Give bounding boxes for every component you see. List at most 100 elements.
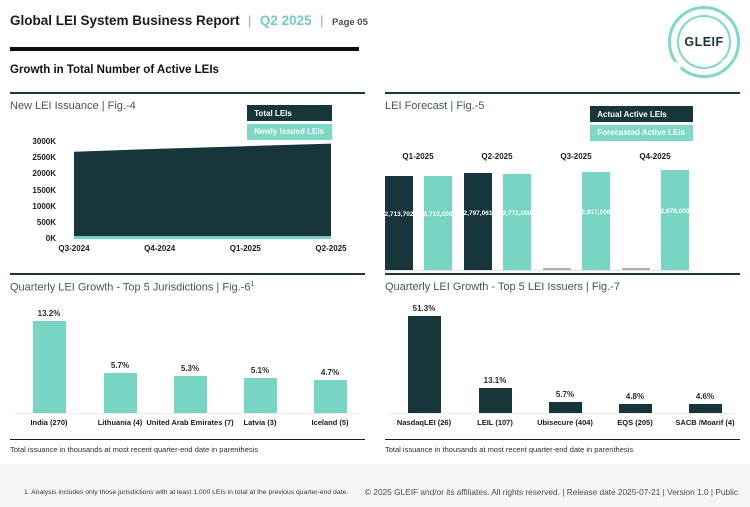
category-label: SACB /Moarif (4) xyxy=(675,418,735,427)
category-label: Lithuania (4) xyxy=(97,418,143,427)
chart-legend: Total LEIs Newly Issued LEIs xyxy=(247,105,332,142)
logo-text: GLEIF xyxy=(684,35,724,49)
bar xyxy=(314,380,347,413)
bar-value-label: 2,817,000 xyxy=(581,209,611,217)
page-number: Page 05 xyxy=(331,17,368,28)
chart-title: Quarterly LEI Growth - Top 5 Jurisdictio… xyxy=(10,281,254,294)
header-divider: | xyxy=(320,13,324,28)
bar xyxy=(33,321,66,413)
note-rule xyxy=(385,439,740,440)
bar xyxy=(479,388,512,413)
note-rule xyxy=(10,439,365,440)
category-label: Q2-2025 xyxy=(481,152,513,161)
bar-value-label: 5.1% xyxy=(250,365,270,375)
bar-actual-zero xyxy=(543,268,571,270)
y-axis-tick: 1500K xyxy=(32,185,56,195)
section-heading: Growth in Total Number of Active LEIs xyxy=(10,64,219,76)
jurisdictions-bar-chart: 13.2% India (270) 5.7% Lithuania (4) 5.3% Uni… xyxy=(10,275,365,463)
category-label: Q4-2025 xyxy=(639,152,671,161)
bar xyxy=(174,376,207,413)
panel-top5-issuers: Quarterly LEI Growth - Top 5 LEI Issuers… xyxy=(385,273,740,463)
chart-note: Total issuance in thousands at most rece… xyxy=(10,445,259,454)
bar xyxy=(619,403,652,413)
bar-value-label: 2,713,702 xyxy=(384,211,414,219)
report-period: Q2 2025 xyxy=(259,13,312,28)
bar-value-label: 4.7% xyxy=(320,368,340,378)
copyright-text: © 2025 GLEIF and/or its affiliates. All … xyxy=(364,487,738,497)
category-label: Latvia (3) xyxy=(243,418,277,427)
legend-item-newly-issued-leis: Newly Issued LEIs xyxy=(247,123,332,140)
y-axis-tick: 0K xyxy=(45,234,56,243)
bar xyxy=(244,377,277,413)
bar-value-label: 2,878,000 xyxy=(660,208,690,215)
page-footer: 1. Analysis includes only those jurisdic… xyxy=(0,464,750,507)
forecast-bar-chart: Q1-2025 2,713,702 2,713,000 Q2-2025 2,797,06… xyxy=(385,94,740,271)
footnote-marker: 1 xyxy=(250,281,255,288)
panel-lei-forecast: LEI Forecast | Fig.-5 Actual Active LEIs… xyxy=(385,92,740,271)
category-label: Q3-2025 xyxy=(560,152,592,161)
x-axis-line xyxy=(14,413,359,414)
x-axis-tick: Q4-2024 xyxy=(144,244,176,253)
logo-outer-ring-icon xyxy=(668,6,740,78)
x-axis-line xyxy=(389,413,734,414)
issuers-bar-chart: 51.3% NasdaqLEI (26) 13.1% LEIL (107) 5.7% Ub… xyxy=(385,275,740,463)
bar-value-label: 5.7% xyxy=(555,390,575,400)
y-axis-tick: 500K xyxy=(36,217,56,227)
bar-value-label: 13.1% xyxy=(483,376,507,386)
bar-value-label: 2,713,000 xyxy=(423,211,453,219)
report-title: Global LEI System Business Report xyxy=(10,13,240,28)
bar xyxy=(408,316,441,413)
x-axis-tick: Q1-2025 xyxy=(229,244,261,253)
report-header: Global LEI System Business Report | Q2 2… xyxy=(10,12,368,30)
x-axis-tick: Q3-2024 xyxy=(58,244,90,253)
bar-forecast xyxy=(582,172,610,270)
category-label: LEIL (107) xyxy=(477,418,513,427)
bar-value-label: 2,771,000 xyxy=(502,210,532,218)
bar-value-label: 5.7% xyxy=(110,361,130,371)
category-label: Iceland (5) xyxy=(311,418,349,427)
chart-title-text: Quarterly LEI Growth - Top 5 Jurisdictio… xyxy=(10,281,251,294)
bar-value-label: 2,797,061 xyxy=(463,209,493,217)
chart-title: Quarterly LEI Growth - Top 5 LEI Issuers… xyxy=(385,281,620,293)
bar xyxy=(104,373,137,413)
area-chart: 3000K 2500K 2000K 1500K 1000K 500K 0K Q3-2024 Q4… xyxy=(10,94,365,270)
panel-new-lei-issuance: New LEI Issuance | Fig.-4 Total LEIs New… xyxy=(10,92,365,270)
newly-issued-leis-area xyxy=(74,236,331,239)
bar-forecast xyxy=(424,175,452,270)
legend-item-actual-active-leis: Actual Active LEIs xyxy=(590,106,693,122)
bar-forecast xyxy=(661,170,689,270)
footnote-text: 1. Analysis includes only those jurisdic… xyxy=(24,489,349,496)
y-axis-tick: 2500K xyxy=(32,153,56,163)
chart-note: Total issuance in thousands at most rece… xyxy=(385,445,634,454)
bar-forecast xyxy=(503,173,531,270)
header-divider: | xyxy=(248,13,252,28)
x-axis-line xyxy=(385,270,693,271)
logo-inner-ring-icon xyxy=(677,15,731,69)
y-axis-tick: 2000K xyxy=(32,169,56,179)
category-label: Ubisecure (404) xyxy=(537,418,593,427)
bar xyxy=(689,404,722,413)
bar-actual xyxy=(464,172,492,270)
panel-top5-jurisdictions: Quarterly LEI Growth - Top 5 Jurisdictio… xyxy=(10,273,365,463)
category-label: United Arab Emirates (7) xyxy=(146,418,234,427)
chart-title: LEI Forecast | Fig.-5 xyxy=(385,100,485,112)
bar-value-label: 4.6% xyxy=(695,392,715,402)
total-leis-area xyxy=(74,143,331,239)
category-label: India (270) xyxy=(30,418,68,427)
category-label: NasdaqLEI (26) xyxy=(396,418,452,427)
x-axis-tick: Q2-2025 xyxy=(315,244,347,253)
y-axis-tick: 1000K xyxy=(32,201,56,211)
chart-legend: Actual Active LEIs Forecasted Active LEI… xyxy=(590,106,693,143)
bar-value-label: 13.2% xyxy=(37,309,61,318)
y-axis-tick: 3000K xyxy=(32,137,56,146)
category-label: Q1-2025 xyxy=(402,152,434,161)
area-chart-plot xyxy=(74,143,331,239)
bar-actual-zero xyxy=(622,268,650,270)
chart-title: New LEI Issuance | Fig.-4 xyxy=(10,100,136,112)
legend-item-forecasted-active-leis: Forecasted Active LEIs xyxy=(590,124,693,141)
bar-value-label: 4.8% xyxy=(625,391,645,401)
category-label: EQS (205) xyxy=(617,418,653,427)
legend-item-total-leis: Total LEIs xyxy=(247,105,332,121)
bar-actual xyxy=(385,175,413,270)
